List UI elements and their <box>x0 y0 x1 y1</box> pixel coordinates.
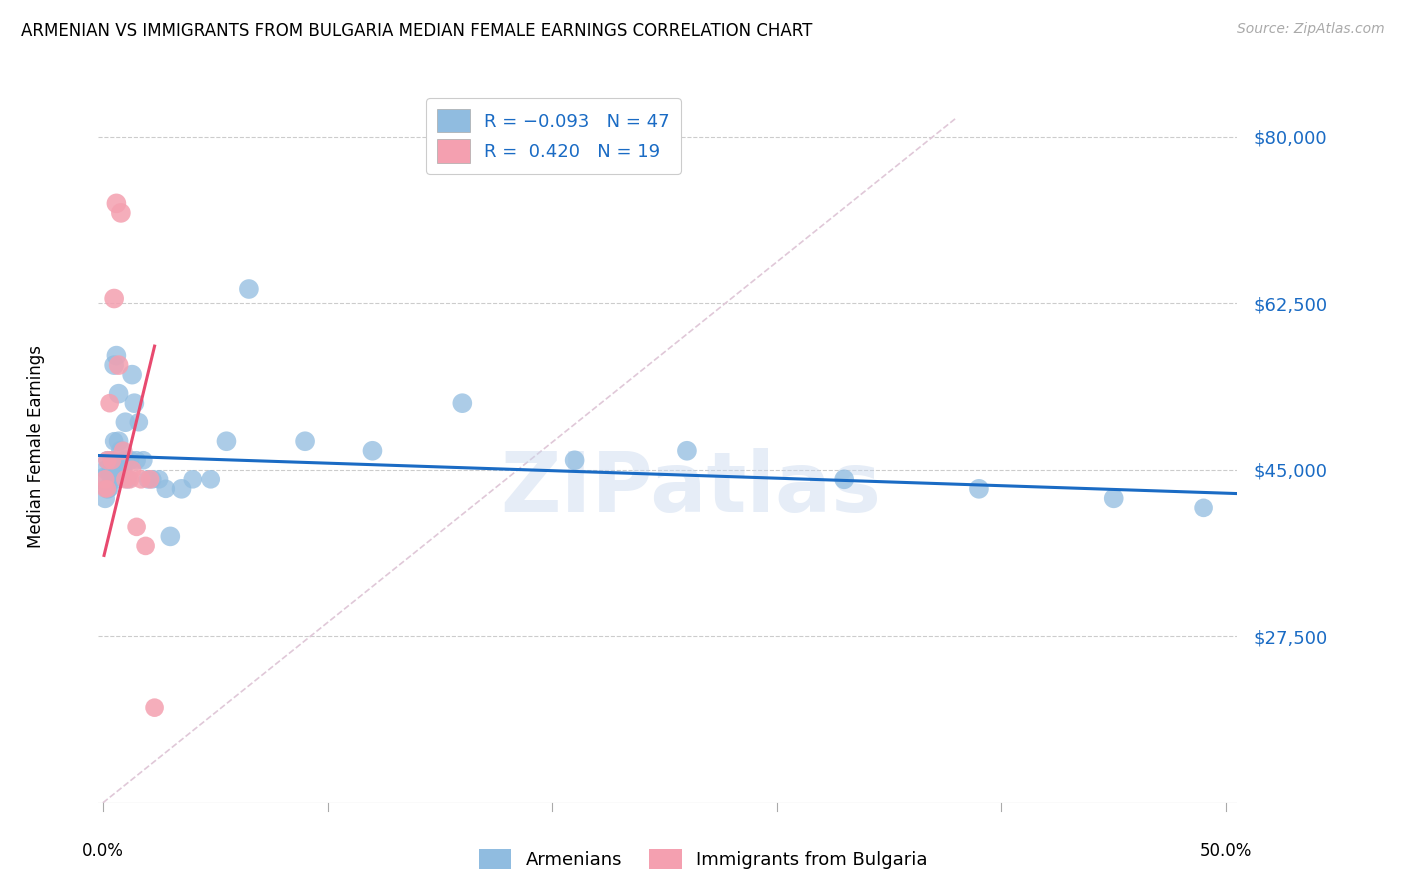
Point <box>118 472 141 486</box>
Point <box>159 529 181 543</box>
Point <box>564 453 586 467</box>
Point <box>832 472 855 486</box>
Point <box>94 482 117 496</box>
Point <box>143 700 166 714</box>
Point <box>94 491 117 506</box>
Point <box>94 472 117 486</box>
Point <box>98 396 121 410</box>
Point <box>114 415 136 429</box>
Point <box>129 472 152 486</box>
Point <box>110 443 132 458</box>
Point <box>98 482 121 496</box>
Text: Source: ZipAtlas.com: Source: ZipAtlas.com <box>1237 22 1385 37</box>
Point <box>139 472 162 486</box>
Point <box>107 386 129 401</box>
Point <box>1102 491 1125 506</box>
Point <box>124 396 146 410</box>
Text: 0.0%: 0.0% <box>82 842 124 860</box>
Point <box>238 282 260 296</box>
Point <box>96 453 118 467</box>
Point <box>107 358 129 372</box>
Point <box>114 472 136 486</box>
Point <box>105 472 128 486</box>
Point <box>148 472 170 486</box>
Point <box>101 453 124 467</box>
Point <box>96 453 118 467</box>
Legend: R = −0.093   N = 47, R =  0.420   N = 19: R = −0.093 N = 47, R = 0.420 N = 19 <box>426 98 681 174</box>
Point <box>170 482 193 496</box>
Point <box>94 472 117 486</box>
Point <box>112 443 135 458</box>
Point <box>125 520 148 534</box>
Point <box>121 463 143 477</box>
Text: ZIPatlas: ZIPatlas <box>501 449 882 529</box>
Point <box>181 472 204 486</box>
Point <box>361 443 384 458</box>
Point <box>105 196 128 211</box>
Point <box>103 434 125 449</box>
Point <box>101 463 124 477</box>
Text: 50.0%: 50.0% <box>1199 842 1253 860</box>
Point <box>110 463 132 477</box>
Text: ARMENIAN VS IMMIGRANTS FROM BULGARIA MEDIAN FEMALE EARNINGS CORRELATION CHART: ARMENIAN VS IMMIGRANTS FROM BULGARIA MED… <box>21 22 813 40</box>
Point <box>94 463 117 477</box>
Point <box>135 539 157 553</box>
Point <box>136 472 159 486</box>
Point <box>451 396 474 410</box>
Point <box>101 472 124 486</box>
Point <box>125 453 148 467</box>
Point <box>96 482 118 496</box>
Point <box>676 443 699 458</box>
Point <box>118 453 141 467</box>
Point <box>117 472 139 486</box>
Point <box>294 434 316 449</box>
Point <box>215 434 238 449</box>
Point <box>112 463 135 477</box>
Point <box>200 472 222 486</box>
Point <box>128 415 150 429</box>
Point <box>110 206 132 220</box>
Point <box>98 467 121 482</box>
Point <box>1192 500 1215 515</box>
Point <box>967 482 990 496</box>
Point <box>155 482 177 496</box>
Point <box>103 358 125 372</box>
Text: Median Female Earnings: Median Female Earnings <box>27 344 45 548</box>
Legend: Armenians, Immigrants from Bulgaria: Armenians, Immigrants from Bulgaria <box>470 839 936 879</box>
Point <box>107 434 129 449</box>
Point <box>132 453 155 467</box>
Point <box>103 292 125 306</box>
Point <box>114 453 136 467</box>
Point <box>105 349 128 363</box>
Point <box>141 472 163 486</box>
Point <box>101 453 124 467</box>
Point <box>121 368 143 382</box>
Point <box>96 482 118 496</box>
